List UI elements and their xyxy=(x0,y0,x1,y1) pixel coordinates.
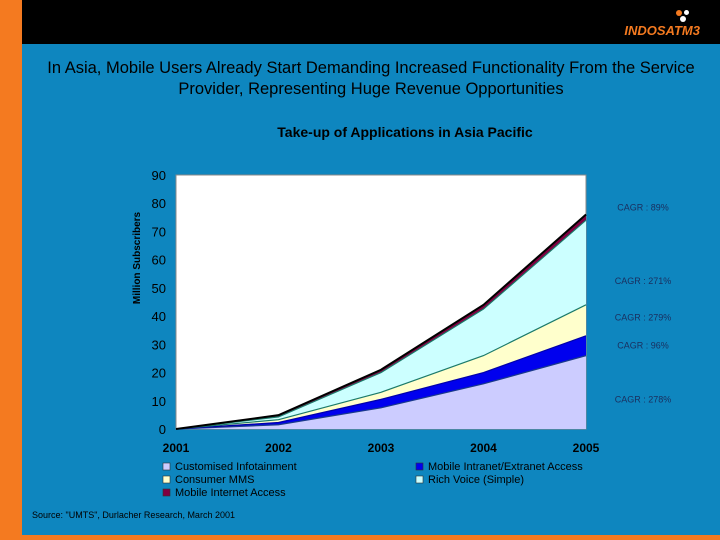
cagr-annotation: CAGR : 278% xyxy=(615,394,672,404)
accent-strip-left xyxy=(0,0,22,540)
area-customised-infotainment xyxy=(176,355,586,429)
logo-text: INDOSATM3 xyxy=(624,23,700,38)
source-note: Source: "UMTS", Durlacher Research, Marc… xyxy=(32,510,235,520)
legend-label: Mobile Internet Access xyxy=(175,487,286,499)
line-mobile-internet-access xyxy=(175,213,587,430)
y-tick-label: 50 xyxy=(152,281,166,296)
y-tick-label: 20 xyxy=(152,366,166,381)
cagr-annotation: CAGR : 89% xyxy=(617,202,669,212)
legend-label: Mobile Intranet/Extranet Access xyxy=(428,461,583,473)
indosat-logo: INDOSATM3 xyxy=(610,10,700,40)
x-tick-label: 2003 xyxy=(368,441,395,455)
legend-swatch xyxy=(162,488,171,497)
accent-strip-bottom xyxy=(0,535,720,540)
cagr-annotation: CAGR : 279% xyxy=(615,313,672,323)
slide-headline: In Asia, Mobile Users Already Start Dema… xyxy=(47,59,695,98)
legend-label: Customised Infotainment xyxy=(175,461,297,473)
y-axis-ticks: 0 10 20 30 40 50 60 70 80 90 xyxy=(152,168,166,437)
x-tick-label: 2005 xyxy=(573,441,600,455)
legend-label: Rich Voice (Simple) xyxy=(428,474,524,486)
line-consumer-mms xyxy=(175,304,587,430)
x-tick-label: 2001 xyxy=(163,441,190,455)
cagr-annotations: CAGR : 89% CAGR : 271% CAGR : 279% CAGR : 9… xyxy=(615,202,672,404)
y-axis-label: Million Subscribers xyxy=(132,211,143,304)
x-axis-ticks: 2001 2002 2003 2004 2005 xyxy=(163,441,600,455)
legend-swatch xyxy=(162,462,171,471)
y-tick-label: 40 xyxy=(152,309,166,324)
y-tick-label: 90 xyxy=(152,168,166,183)
line-customised-infotainment xyxy=(175,355,587,430)
y-tick-label: 60 xyxy=(152,253,166,268)
legend-swatch xyxy=(162,475,171,484)
line-mobile-intranet-extranet-access xyxy=(175,335,587,430)
chart-title: Take-up of Applications in Asia Pacific xyxy=(277,124,533,140)
area-rich-voice-simple xyxy=(176,220,586,429)
y-tick-label: 80 xyxy=(152,196,166,211)
y-tick-label: 70 xyxy=(152,224,166,239)
y-tick-label: 30 xyxy=(152,337,166,352)
x-tick-label: 2004 xyxy=(470,441,497,455)
legend-swatch xyxy=(415,462,424,471)
legend-label: Consumer MMS xyxy=(175,474,254,486)
header-band xyxy=(0,0,720,44)
cagr-annotation: CAGR : 96% xyxy=(617,341,669,351)
area-layers xyxy=(176,214,586,429)
x-tick-label: 2002 xyxy=(265,441,292,455)
line-rich-voice-simple xyxy=(175,219,587,430)
y-tick-label: 0 xyxy=(159,422,166,437)
area-outlines xyxy=(175,213,587,430)
legend-swatch xyxy=(415,475,424,484)
cagr-annotation: CAGR : 271% xyxy=(615,276,672,286)
y-tick-label: 10 xyxy=(152,394,166,409)
